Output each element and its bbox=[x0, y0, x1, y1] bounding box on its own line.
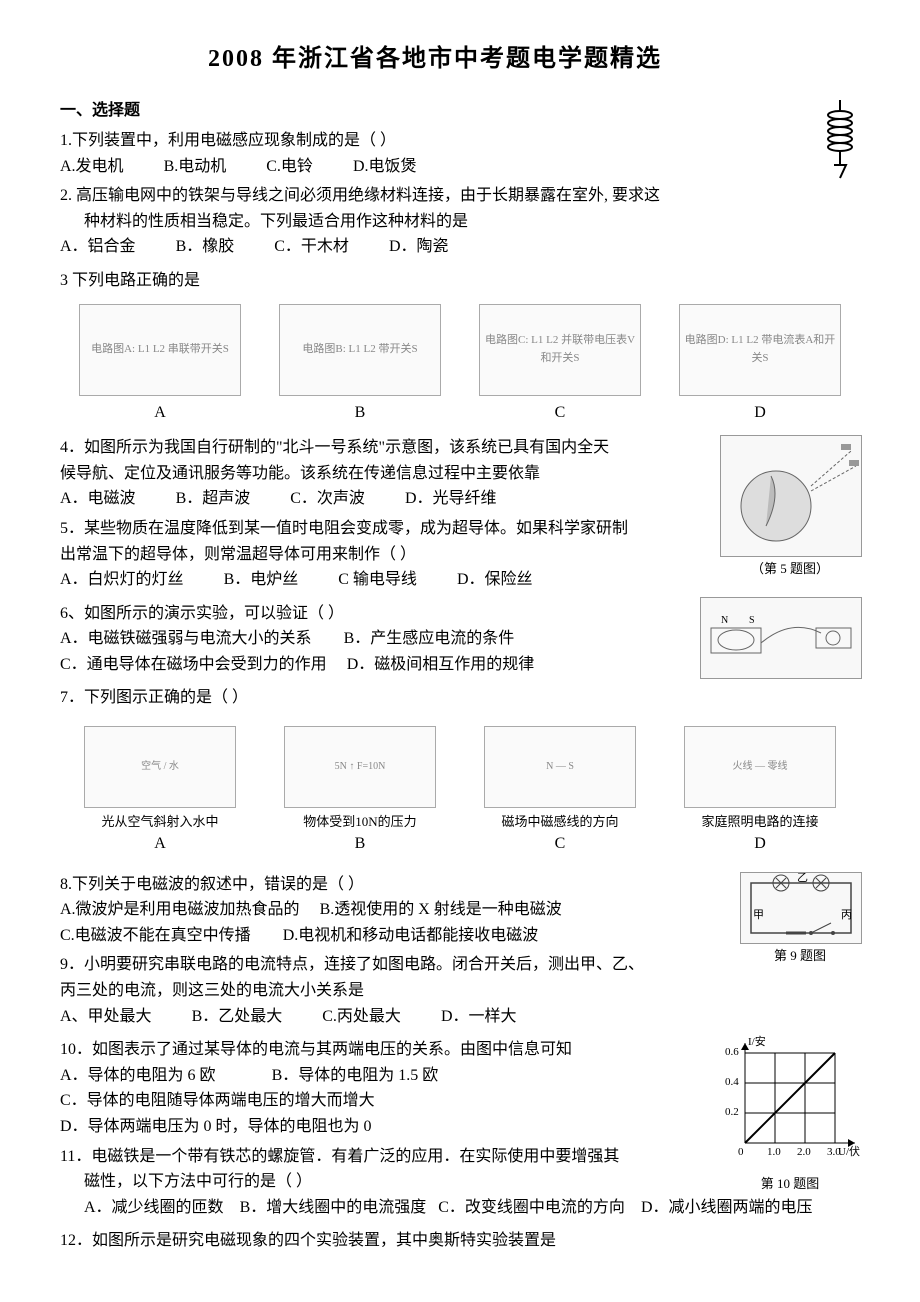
q7-cap-b: 物体受到10N的压力 bbox=[275, 814, 445, 831]
q3-circuit-d: 电路图D: L1 L2 带电流表A和开关S D bbox=[679, 304, 841, 426]
q8-opt-a: A.微波炉是利用电磁波加热食品的 bbox=[60, 901, 300, 918]
q2-opt-c: C．干木材 bbox=[274, 234, 349, 260]
circuit-diagram-c: 电路图C: L1 L2 并联带电压表V和开关S bbox=[479, 304, 641, 396]
q3-label-d: D bbox=[679, 400, 841, 426]
q3-circuit-a: 电路图A: L1 L2 串联带开关S A bbox=[79, 304, 241, 426]
q8-opt-d: D.电视机和移动电话都能接收电磁波 bbox=[283, 927, 539, 944]
q5-opt-d: D．保险丝 bbox=[457, 567, 533, 593]
q4-opt-d: D．光导纤维 bbox=[405, 486, 497, 512]
q11-opt-b: B．增大线圈中的电流强度 bbox=[240, 1199, 427, 1216]
q5-opt-a: A．白炽灯的灯丝 bbox=[60, 567, 184, 593]
q9-opt-b: B．乙处最大 bbox=[192, 1004, 283, 1030]
q11-opt-c: C．改变线圈中电流的方向 bbox=[438, 1199, 625, 1216]
q11-opt-a: A．减少线圈的匝数 bbox=[84, 1199, 224, 1216]
q1-opt-d: D.电饭煲 bbox=[353, 154, 417, 180]
q8-stem: 8.下列关于电磁波的叙述中，错误的是（ ） bbox=[60, 872, 860, 898]
question-9: 9．小明要研究串联电路的电流特点，连接了如图电路。闭合开关后，测出甲、乙、 丙三… bbox=[60, 952, 860, 1029]
q5-line2: 出常温下的超导体，则常温超导体可用来制作（ ） bbox=[60, 542, 860, 568]
q4-opt-b: B．超声波 bbox=[176, 486, 251, 512]
q2-opt-b: B．橡胶 bbox=[176, 234, 235, 260]
question-8: 8.下列关于电磁波的叙述中，错误的是（ ） A.微波炉是利用电磁波加热食品的 B… bbox=[60, 872, 860, 949]
q12-stem: 12．如图所示是研究电磁现象的四个实验装置，其中奥斯特实验装置是 bbox=[60, 1228, 860, 1254]
q1-opt-c: C.电铃 bbox=[266, 154, 313, 180]
q3-label-c: C bbox=[479, 400, 641, 426]
q6-opt-a: A．电磁铁磁强弱与电流大小的关系 bbox=[60, 630, 312, 647]
q7-fig-a: 空气 / 水 bbox=[84, 726, 236, 808]
q3-circuit-c: 电路图C: L1 L2 并联带电压表V和开关S C bbox=[479, 304, 641, 426]
q10-opt-d: D．导体两端电压为 0 时，导体的电阻也为 0 bbox=[60, 1114, 860, 1140]
page-title: 2008 年浙江省各地市中考题电学题精选 bbox=[60, 40, 860, 78]
q9-opt-c: C.丙处最大 bbox=[322, 1004, 401, 1030]
q7-label-d: D bbox=[675, 831, 845, 857]
q6-opt-b: B．产生感应电流的条件 bbox=[344, 630, 515, 647]
q9-opt-d: D．一样大 bbox=[441, 1004, 517, 1030]
circuit-diagram-a: 电路图A: L1 L2 串联带开关S bbox=[79, 304, 241, 396]
question-12: 12．如图所示是研究电磁现象的四个实验装置，其中奥斯特实验装置是 bbox=[60, 1228, 860, 1254]
question-5: 5．某些物质在温度降低到某一值时电阻会变成零，成为超导体。如果科学家研制 出常温… bbox=[60, 516, 860, 593]
q5-opt-c: C 输电导线 bbox=[338, 567, 417, 593]
q11-line2: 磁性，以下方法中可行的是（ ） bbox=[60, 1169, 860, 1195]
q7-item-d: 火线 — 零线 家庭照明电路的连接 D bbox=[675, 726, 845, 856]
q10-opt-c: C．导体的电阻随导体两端电压的增大而增大 bbox=[60, 1088, 860, 1114]
q1-opt-b: B.电动机 bbox=[164, 154, 227, 180]
q7-fig-b: 5N ↑ F=10N bbox=[284, 726, 436, 808]
q1-stem: 1.下列装置中，利用电磁感应现象制成的是（ ） bbox=[60, 128, 860, 154]
circuit-diagram-d: 电路图D: L1 L2 带电流表A和开关S bbox=[679, 304, 841, 396]
q10-stem: 10．如图表示了通过某导体的电流与其两端电压的关系。由图中信息可知 bbox=[60, 1037, 860, 1063]
q7-cap-c: 磁场中磁感线的方向 bbox=[475, 814, 645, 831]
q5-line1: 5．某些物质在温度降低到某一值时电阻会变成零，成为超导体。如果科学家研制 bbox=[60, 516, 860, 542]
q3-label-b: B bbox=[279, 400, 441, 426]
section-heading: 一、选择题 bbox=[60, 98, 860, 124]
q4-line2: 候导航、定位及通讯服务等功能。该系统在传递信息过程中主要依靠 bbox=[60, 461, 860, 487]
q7-item-c: N — S 磁场中磁感线的方向 C bbox=[475, 726, 645, 856]
q9-opt-a: A、甲处最大 bbox=[60, 1004, 152, 1030]
q4-opt-a: A．电磁波 bbox=[60, 486, 136, 512]
q6-opt-c: C．通电导体在磁场中会受到力的作用 bbox=[60, 656, 327, 673]
q7-label-c: C bbox=[475, 831, 645, 857]
q1-opt-a: A.发电机 bbox=[60, 154, 124, 180]
q6-stem: 6、如图所示的演示实验，可以验证（ ） bbox=[60, 601, 860, 627]
q7-cap-d: 家庭照明电路的连接 bbox=[675, 814, 845, 831]
q11-opt-d: D．减小线圈两端的电压 bbox=[641, 1199, 813, 1216]
q10-opt-a: A．导体的电阻为 6 欧 bbox=[60, 1067, 216, 1084]
q8-opt-c: C.电磁波不能在真空中传播 bbox=[60, 927, 251, 944]
q4-line1: 4．如图所示为我国自行研制的"北斗一号系统"示意图，该系统已具有国内全天 bbox=[60, 435, 860, 461]
q7-stem: 7．下列图示正确的是（ ） bbox=[60, 685, 860, 711]
q11-line1: 11．电磁铁是一个带有铁芯的螺旋管．有着广泛的应用．在实际使用中要增强其 bbox=[60, 1144, 860, 1170]
q6-opt-d: D．磁极间相互作用的规律 bbox=[347, 656, 535, 673]
q7-item-b: 5N ↑ F=10N 物体受到10N的压力 B bbox=[275, 726, 445, 856]
q2-line1: 2. 高压输电网中的铁架与导线之间必须用绝缘材料连接，由于长期暴露在室外, 要求… bbox=[60, 183, 860, 209]
q2-opt-a: A．铝合金 bbox=[60, 234, 136, 260]
q7-item-a: 空气 / 水 光从空气斜射入水中 A bbox=[75, 726, 245, 856]
q3-label-a: A bbox=[79, 400, 241, 426]
q10-opt-b: B．导体的电阻为 1.5 欧 bbox=[272, 1067, 439, 1084]
question-10: 10．如图表示了通过某导体的电流与其两端电压的关系。由图中信息可知 A．导体的电… bbox=[60, 1037, 860, 1139]
question-6: 6、如图所示的演示实验，可以验证（ ） A．电磁铁磁强弱与电流大小的关系 B．产… bbox=[60, 601, 860, 678]
question-3: 3 下列电路正确的是 电路图A: L1 L2 串联带开关S A 电路图B: L1… bbox=[60, 268, 860, 425]
question-7: 7．下列图示正确的是（ ） 空气 / 水 光从空气斜射入水中 A 5N ↑ F=… bbox=[60, 685, 860, 856]
q3-stem: 3 下列电路正确的是 bbox=[60, 268, 860, 294]
q9-line2: 丙三处的电流，则这三处的电流大小关系是 bbox=[60, 978, 860, 1004]
q7-label-a: A bbox=[75, 831, 245, 857]
q4-opt-c: C．次声波 bbox=[290, 486, 365, 512]
q7-label-b: B bbox=[275, 831, 445, 857]
circuit-diagram-b: 电路图B: L1 L2 带开关S bbox=[279, 304, 441, 396]
q2-line2: 种材料的性质相当稳定。下列最适合用作这种材料的是 bbox=[60, 209, 860, 235]
question-11: 11．电磁铁是一个带有铁芯的螺旋管．有着广泛的应用．在实际使用中要增强其 磁性，… bbox=[60, 1144, 860, 1221]
q7-fig-c: N — S bbox=[484, 726, 636, 808]
q8-opt-b: B.透视使用的 X 射线是一种电磁波 bbox=[320, 901, 562, 918]
q9-line1: 9．小明要研究串联电路的电流特点，连接了如图电路。闭合开关后，测出甲、乙、 bbox=[60, 952, 860, 978]
q3-circuit-b: 电路图B: L1 L2 带开关S B bbox=[279, 304, 441, 426]
q7-cap-a: 光从空气斜射入水中 bbox=[75, 814, 245, 831]
q7-fig-d: 火线 — 零线 bbox=[684, 726, 836, 808]
q5-opt-b: B．电炉丝 bbox=[224, 567, 299, 593]
question-4: 4．如图所示为我国自行研制的"北斗一号系统"示意图，该系统已具有国内全天 候导航… bbox=[60, 435, 860, 512]
question-1: 1.下列装置中，利用电磁感应现象制成的是（ ） A.发电机 B.电动机 C.电铃… bbox=[60, 128, 860, 179]
question-2: 2. 高压输电网中的铁架与导线之间必须用绝缘材料连接，由于长期暴露在室外, 要求… bbox=[60, 183, 860, 260]
q2-opt-d: D．陶瓷 bbox=[389, 234, 449, 260]
